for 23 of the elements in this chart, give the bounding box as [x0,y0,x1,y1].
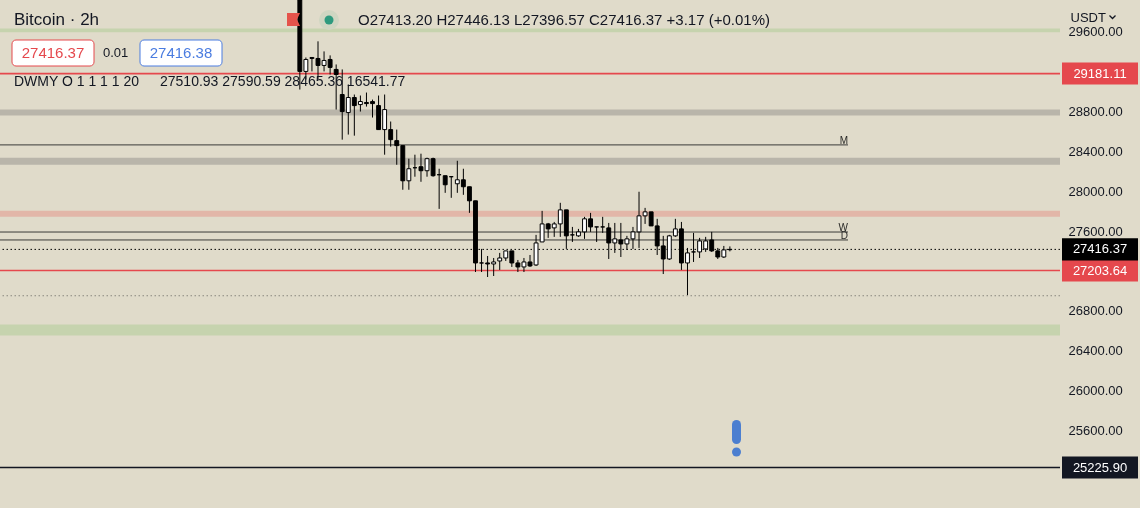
candlestick [594,226,600,243]
ref-line-label: 25225.90 [1072,459,1128,475]
y-tick-label: 26400.00 [1068,343,1123,359]
y-tick-label: 28000.00 [1068,183,1123,199]
y-axis-title: USDT [1070,9,1106,25]
ref-line-label: 27203.64 [1072,262,1128,278]
annotation: 27416.38 [149,44,213,61]
ref-line-label: W [838,222,849,234]
y-tick-label: 26800.00 [1068,303,1123,319]
annotation: 27416.37 [21,44,85,61]
y-tick-label: 28400.00 [1068,143,1123,159]
text: Bitcoin · 2h [14,10,100,29]
annotation: 0.01 [103,45,129,60]
y-tick-label: 25600.00 [1068,422,1123,438]
y-tick-label: 29600.00 [1068,24,1123,40]
ref-line-label: M [839,134,848,146]
y-tick-label: 26000.00 [1068,382,1123,398]
y-tick-label: 27600.00 [1068,223,1123,239]
y-tick-label: 28800.00 [1068,104,1123,120]
ref-line-label: 29181.11 [1073,65,1127,81]
annotation: DWMY O 1 1 1 1 20 [14,73,140,89]
annotation: O27413.20 H27446.13 L27396.57 C27416.37 +3.17 (+0.01%) [358,11,771,28]
ref-line-label: 27416.37 [1072,241,1128,257]
